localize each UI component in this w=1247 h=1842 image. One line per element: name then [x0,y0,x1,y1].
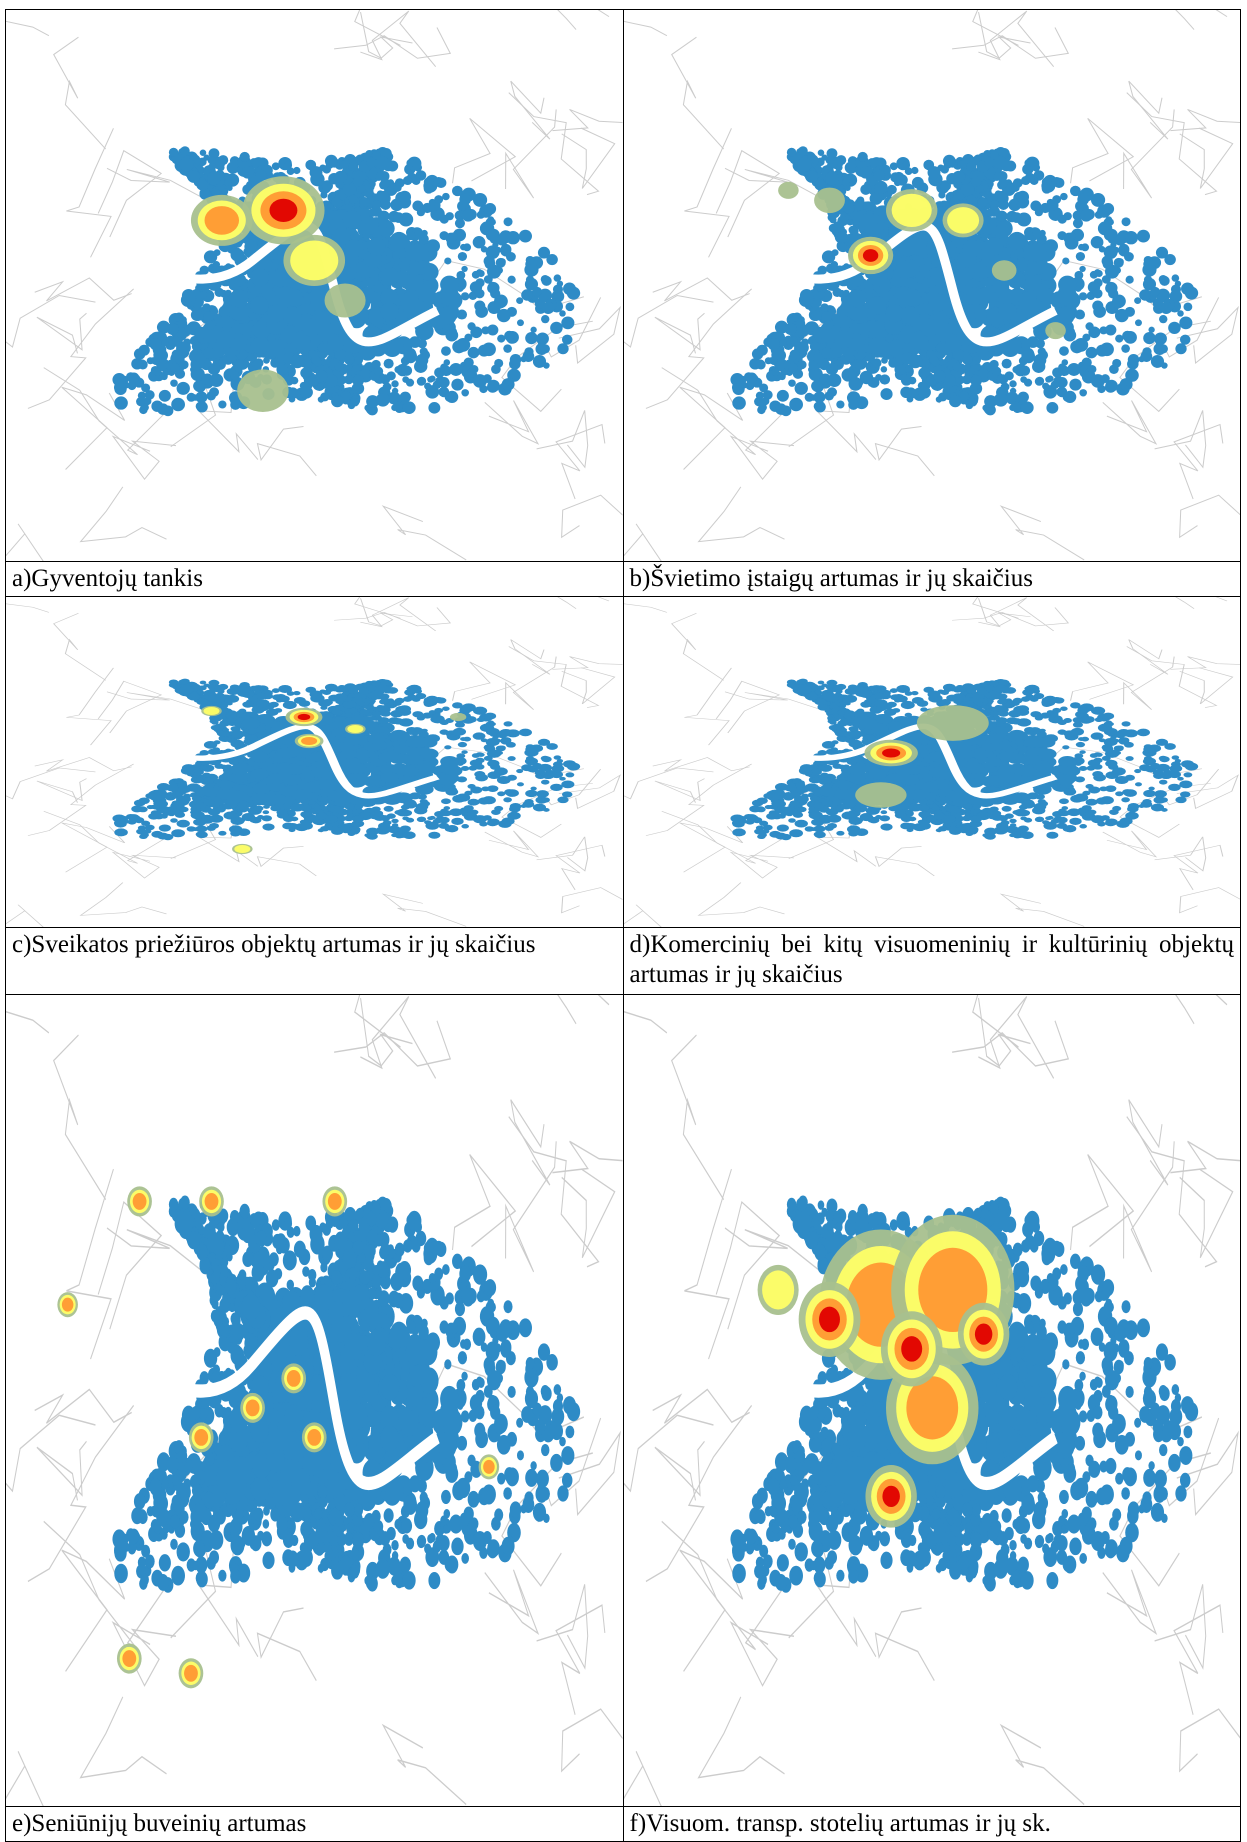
heat-spot [307,1429,321,1446]
caption: a)Gyventojų tankis [6,562,624,597]
caption: e)Seniūnijų buveinių artumas [6,1807,624,1842]
heat-spot [287,1370,301,1387]
map-cell [623,995,1241,1807]
heat-spot [814,188,845,214]
base-map [6,597,623,927]
heat-spot [778,182,799,199]
heat-spot [483,1460,495,1474]
heat-spot [328,1193,342,1210]
heat-spot [991,260,1016,280]
heat-spot [133,1193,147,1210]
heat-spot [819,1307,840,1333]
base-map [6,995,623,1806]
heat-spot [862,249,877,262]
base-map [624,597,1241,927]
map-cell [6,10,624,562]
page: a)Gyventojų tankisb)Švietimo įstaigų art… [0,0,1247,1836]
caption: c)Sveikatos priežiūros objektų artumas i… [6,928,624,995]
heat-spot [194,1429,208,1446]
heat-spot [347,725,363,733]
map [624,995,1241,1806]
heat-spot [237,369,288,412]
heat-spot [1045,322,1066,339]
map [624,597,1241,927]
heat-spot [184,1665,198,1682]
heat-spot [269,199,297,222]
heat-spot [246,1399,260,1416]
map-cell [6,597,624,928]
heat-spot [205,1193,219,1210]
map [6,995,623,1806]
map-cell [623,597,1241,928]
heat-spot [901,1336,922,1362]
heat-spot [882,748,900,757]
heat-spot [762,1270,794,1309]
caption: b)Švietimo įstaigų artumas ir jų skaičiu… [623,562,1241,597]
map-cell [623,10,1241,562]
heat-spot [916,705,988,741]
heat-spot [301,737,317,745]
heat-spot [947,207,979,234]
heat-spot [62,1298,74,1312]
heat-spot [450,713,466,721]
caption: f)Visuom. transp. stotelių artumas ir jų… [623,1807,1241,1842]
heat-spot [855,782,906,808]
heat-spot [203,707,219,715]
base-map [624,10,1241,561]
map [6,597,623,927]
heat-spot [234,845,250,853]
map [624,10,1241,561]
heat-spot [891,194,931,227]
map-cell [6,995,624,1807]
heat-spot [290,241,338,281]
heat-spot [298,714,311,720]
heat-spot [882,1486,899,1507]
map [6,10,623,561]
heat-spot [325,283,366,317]
heat-spot [205,206,240,235]
heat-spot [122,1650,136,1667]
heat-spot [974,1323,991,1344]
caption: d)Komercinių bei kitų visuomeninių ir ku… [623,928,1241,995]
